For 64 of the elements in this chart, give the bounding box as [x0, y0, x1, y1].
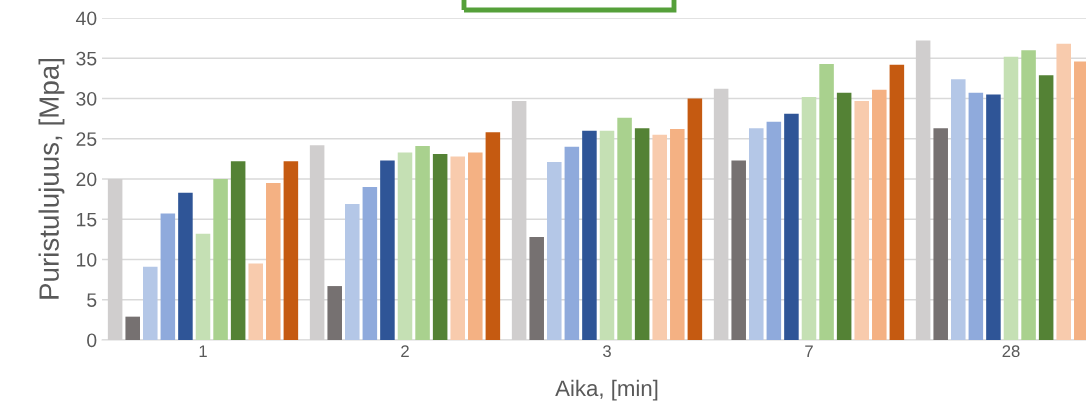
y-axis-title: Puristulujuus, [Mpa] — [38, 59, 65, 299]
bar — [766, 121, 782, 340]
bar — [1021, 50, 1036, 340]
y-tick-label: 20 — [76, 172, 97, 187]
bar — [634, 128, 650, 340]
y-tick-label: 40 — [75, 11, 97, 26]
bar — [564, 146, 580, 340]
bar — [872, 89, 887, 340]
y-tick-label: 15 — [77, 212, 97, 227]
bar — [1038, 75, 1054, 340]
bar — [547, 162, 562, 340]
bar — [670, 129, 685, 340]
y-tick-label: 30 — [76, 91, 97, 106]
bar — [178, 192, 193, 340]
bar — [345, 203, 360, 340]
bar — [125, 316, 140, 340]
bar — [652, 134, 667, 340]
bar — [213, 179, 228, 340]
bar — [432, 154, 448, 340]
bar — [854, 100, 869, 340]
bar — [836, 92, 852, 340]
bar — [195, 233, 211, 340]
bar — [143, 266, 158, 340]
y-tick-label: 10 — [77, 252, 97, 267]
bar — [582, 130, 597, 340]
x-tick-label: 3 — [603, 345, 611, 358]
bar — [160, 213, 176, 340]
bar — [266, 183, 281, 340]
bar — [951, 79, 966, 340]
bar — [362, 187, 378, 340]
x-tick-label: 2 — [401, 345, 409, 357]
y-tick-label: 25 — [76, 132, 97, 146]
bar — [731, 160, 746, 340]
bar — [283, 161, 299, 340]
bar — [687, 98, 703, 340]
bar — [450, 156, 465, 340]
x-axis-title: Aika, [min] — [555, 379, 658, 401]
y-tick-label: 0 — [87, 333, 97, 348]
bar — [889, 64, 905, 340]
y-tick-label: 35 — [76, 51, 97, 66]
bar — [968, 92, 984, 340]
bar — [986, 94, 1001, 340]
bar — [415, 146, 430, 340]
bar — [1003, 56, 1019, 340]
x-tick-label: 28 — [1002, 345, 1020, 358]
bar — [933, 128, 948, 340]
bar — [801, 96, 817, 340]
bar — [468, 152, 483, 340]
bar — [599, 130, 615, 340]
bar — [819, 63, 834, 340]
x-tick-label: 7 — [805, 345, 813, 357]
bar — [529, 236, 544, 340]
bar — [327, 286, 342, 340]
bar — [1056, 43, 1071, 340]
y-tick-label: 5 — [87, 293, 97, 307]
bar — [784, 113, 799, 340]
bar — [248, 263, 263, 340]
bar — [749, 128, 764, 340]
bar — [485, 132, 501, 340]
x-tick-label: 1 — [199, 345, 207, 357]
bar — [230, 161, 246, 340]
bar — [617, 117, 632, 340]
bar — [380, 160, 395, 340]
bar — [397, 152, 413, 340]
